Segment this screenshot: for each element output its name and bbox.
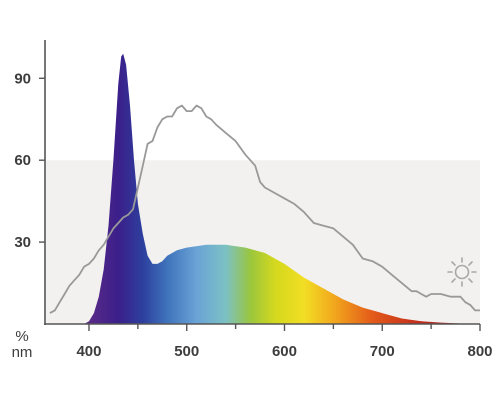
- spectrum-area: [84, 53, 480, 324]
- x-tick-label: 600: [272, 343, 297, 360]
- axis-ticks: [39, 77, 481, 331]
- axes: [44, 40, 480, 325]
- x-tick-label: 400: [76, 343, 101, 360]
- x-tick-label: 700: [370, 343, 395, 360]
- y-tick-label: 60: [14, 152, 31, 169]
- y-axis-label: %: [15, 328, 28, 345]
- x-axis-label: nm: [12, 344, 33, 361]
- daylight-line: [49, 104, 480, 314]
- axis-labels: 400 500 600 700 800 30 60 90: [14, 70, 492, 360]
- y-tick-label: 90: [14, 70, 31, 87]
- x-tick-label: 800: [467, 343, 492, 360]
- daylight-series: [49, 104, 480, 314]
- spectrum-series: [84, 53, 480, 324]
- sun-icon: [447, 257, 477, 287]
- y-tick-label: 30: [14, 234, 31, 251]
- x-tick-label: 500: [174, 343, 199, 360]
